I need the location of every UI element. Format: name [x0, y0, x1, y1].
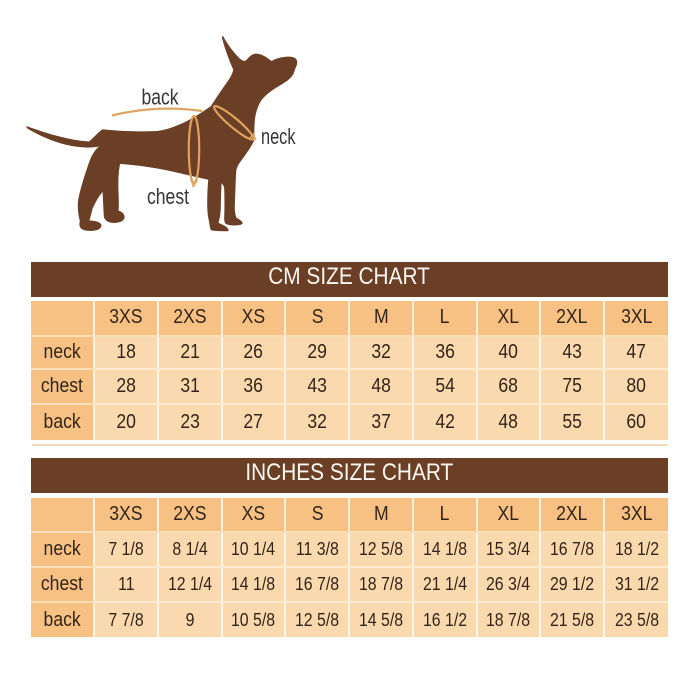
- svg-text:chest: chest: [147, 184, 189, 209]
- svg-text:neck: neck: [261, 124, 296, 149]
- svg-text:back: back: [142, 85, 180, 110]
